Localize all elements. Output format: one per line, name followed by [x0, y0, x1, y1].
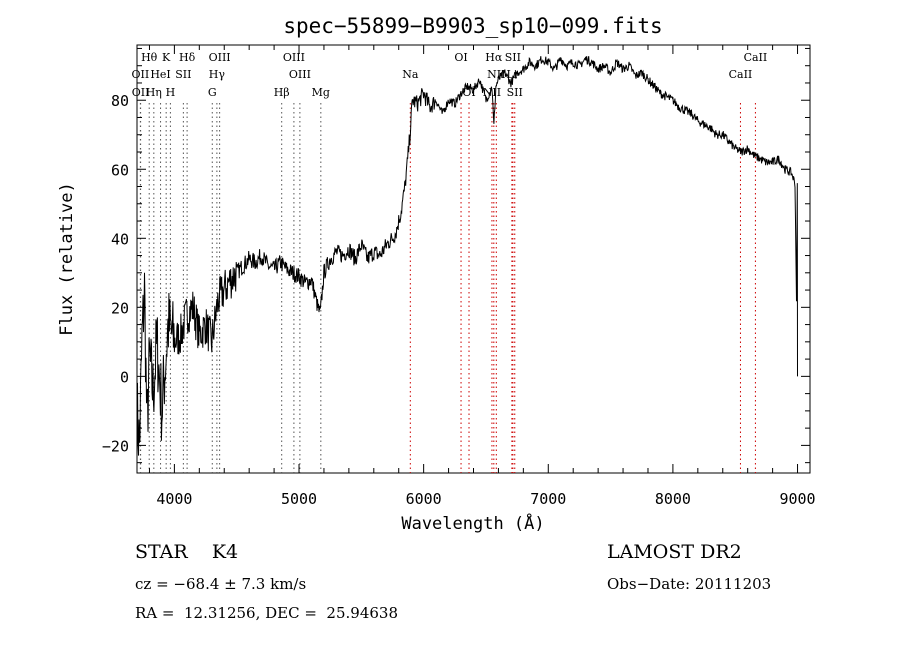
spectral-line-label: Hδ	[179, 51, 196, 64]
spectral-line-label: OIII	[283, 51, 305, 64]
x-tick-label: 4000	[156, 490, 192, 508]
y-axis-ticks: −20 0 20 40 60 80	[102, 47, 810, 464]
x-tick-label: 9000	[779, 490, 815, 508]
y-tick-label: −20	[102, 437, 129, 455]
x-tick-label: 6000	[406, 490, 442, 508]
observation-date: Obs−Date: 20111203	[607, 575, 772, 593]
spectral-line-label: Mg	[312, 86, 330, 99]
plot-frame	[136, 44, 811, 474]
spectral-line-label: CaII	[744, 51, 768, 64]
spectral-line-label: OII	[132, 68, 150, 81]
y-tick-label: 0	[120, 368, 129, 386]
x-tick-label: 7000	[530, 490, 566, 508]
spectral-line-label: G	[208, 86, 217, 99]
spectral-line-label: NII	[487, 68, 505, 81]
spectral-line-label: OIII	[209, 51, 231, 64]
spectrum-series-line	[136, 56, 798, 456]
spectral-line-label: SII	[505, 51, 521, 64]
spectral-line-label: Hβ	[274, 86, 290, 99]
spectral-line-label: SII	[175, 68, 191, 81]
x-tick-label: 5000	[281, 490, 317, 508]
spectral-line-label: Hα	[485, 51, 503, 64]
spectral-line-label: Na	[402, 68, 419, 81]
spectral-line-label: K	[162, 51, 171, 64]
spectral-line-label: Hη	[146, 86, 162, 99]
survey-name: LAMOST DR2	[607, 541, 742, 563]
spectral-line-label: Hγ	[209, 68, 226, 81]
spectral-line-label: HeI	[150, 68, 170, 81]
y-tick-label: 40	[111, 230, 129, 248]
spectral-line-label: Li	[506, 68, 517, 81]
y-axis-label: Flux (relative)	[57, 182, 77, 336]
coordinates: RA = 12.31256, DEC = 25.94638	[135, 604, 399, 622]
spectral-line-label: OI	[454, 51, 467, 64]
chart-title: spec−55899−B9903_sp10−099.fits	[283, 14, 662, 38]
spectral-line-label: OII	[132, 86, 150, 99]
x-axis-label: Wavelength (Å)	[401, 512, 544, 534]
redshift-velocity: cz = −68.4 ± 7.3 km/s	[135, 575, 307, 593]
object-class: STAR K4	[135, 541, 239, 563]
y-tick-label: 60	[111, 161, 129, 179]
y-tick-label: 80	[111, 92, 129, 110]
spectral-line-label: H	[166, 86, 176, 99]
x-tick-label: 8000	[655, 490, 691, 508]
spectral-line-label: Hθ	[141, 51, 158, 64]
spectral-line-label: OIII	[289, 68, 311, 81]
spectral-line-label: CaII	[729, 68, 753, 81]
spectral-line-label: SII	[507, 86, 523, 99]
x-axis-ticks: 4000 5000 6000 7000 8000 9000	[148, 45, 816, 508]
y-tick-label: 20	[111, 299, 129, 317]
